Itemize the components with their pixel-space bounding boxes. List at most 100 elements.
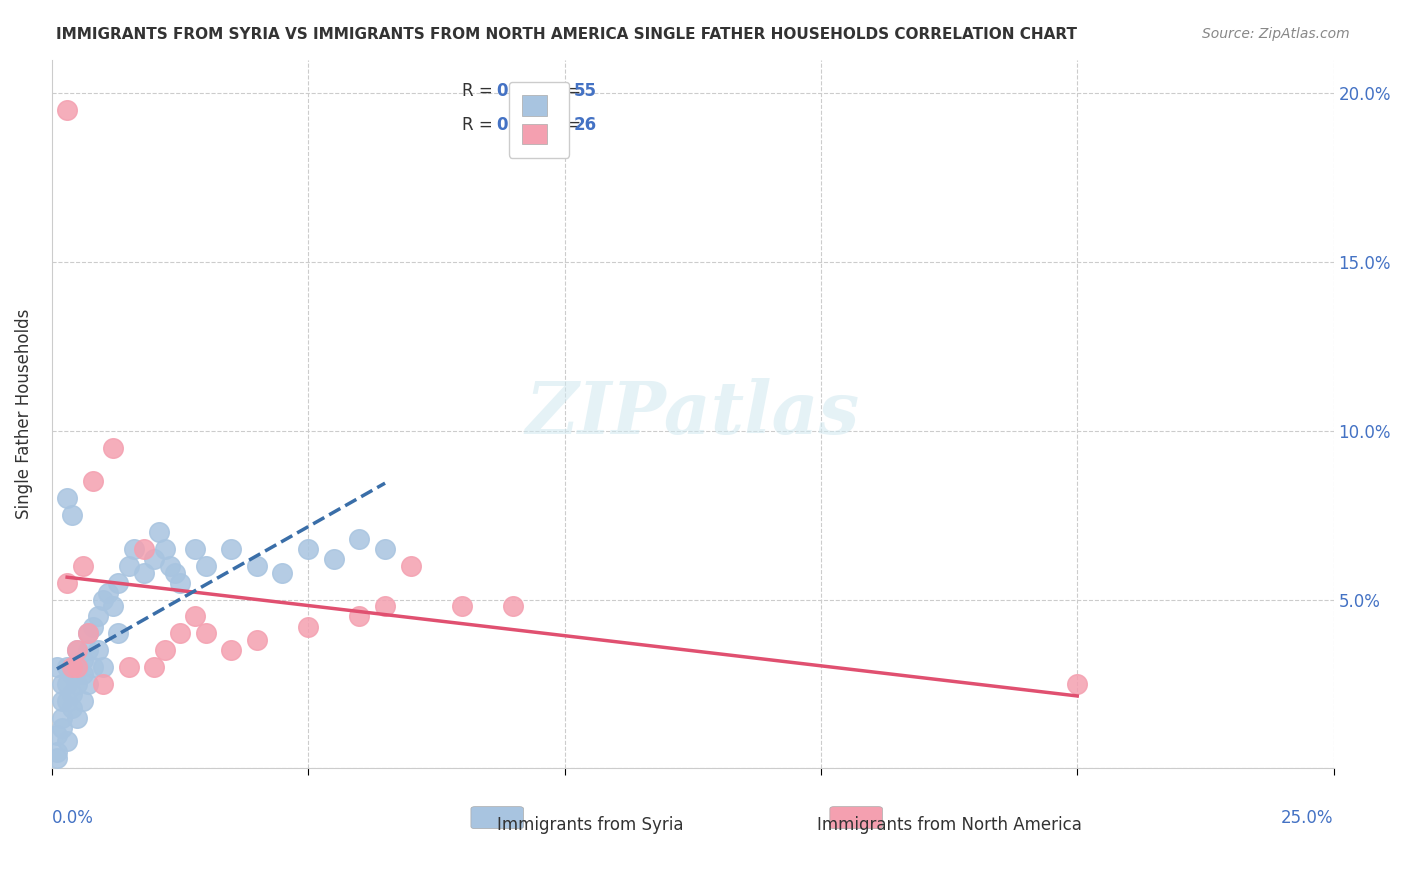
Text: IMMIGRANTS FROM SYRIA VS IMMIGRANTS FROM NORTH AMERICA SINGLE FATHER HOUSEHOLDS : IMMIGRANTS FROM SYRIA VS IMMIGRANTS FROM… bbox=[56, 27, 1077, 42]
Point bbox=[132, 566, 155, 580]
Point bbox=[66, 643, 89, 657]
Point bbox=[118, 558, 141, 573]
Text: Immigrants from North America: Immigrants from North America bbox=[817, 816, 1081, 834]
Text: ZIPatlas: ZIPatlas bbox=[526, 378, 859, 450]
Point bbox=[72, 558, 94, 573]
Point bbox=[107, 575, 129, 590]
Text: N =: N = bbox=[538, 82, 586, 101]
Text: 0.294: 0.294 bbox=[496, 82, 550, 101]
Point bbox=[87, 643, 110, 657]
Point bbox=[60, 660, 83, 674]
Point bbox=[66, 643, 89, 657]
Text: 55: 55 bbox=[574, 82, 596, 101]
Point bbox=[60, 687, 83, 701]
Point bbox=[122, 541, 145, 556]
Point bbox=[56, 734, 79, 748]
Point bbox=[502, 599, 524, 614]
Point bbox=[246, 633, 269, 648]
Text: 0.353: 0.353 bbox=[496, 116, 550, 134]
Point bbox=[45, 751, 67, 765]
Point bbox=[159, 558, 181, 573]
Text: R =: R = bbox=[463, 82, 498, 101]
Point bbox=[45, 660, 67, 674]
Point bbox=[76, 626, 98, 640]
Point bbox=[66, 660, 89, 674]
Point bbox=[349, 609, 371, 624]
Point bbox=[60, 700, 83, 714]
Point bbox=[72, 694, 94, 708]
Point bbox=[76, 643, 98, 657]
Point bbox=[132, 541, 155, 556]
Point bbox=[51, 694, 73, 708]
Point bbox=[56, 491, 79, 506]
Point bbox=[51, 711, 73, 725]
Point bbox=[184, 609, 207, 624]
Point bbox=[143, 552, 166, 566]
Point bbox=[322, 552, 344, 566]
Text: Source: ZipAtlas.com: Source: ZipAtlas.com bbox=[1202, 27, 1350, 41]
Point bbox=[45, 728, 67, 742]
Point bbox=[1066, 677, 1088, 691]
Point bbox=[103, 441, 125, 455]
Point bbox=[297, 541, 319, 556]
Point bbox=[153, 541, 176, 556]
Point bbox=[56, 694, 79, 708]
Point bbox=[451, 599, 474, 614]
Point bbox=[72, 653, 94, 667]
Point bbox=[56, 660, 79, 674]
Point bbox=[76, 677, 98, 691]
Point bbox=[169, 626, 191, 640]
Point bbox=[66, 677, 89, 691]
Point bbox=[45, 744, 67, 758]
Text: 26: 26 bbox=[574, 116, 596, 134]
Point bbox=[107, 626, 129, 640]
Point bbox=[153, 643, 176, 657]
Point bbox=[184, 541, 207, 556]
Point bbox=[103, 599, 125, 614]
Point bbox=[374, 599, 396, 614]
Point bbox=[297, 619, 319, 633]
Point bbox=[60, 508, 83, 523]
Point bbox=[66, 711, 89, 725]
Text: 0.0%: 0.0% bbox=[52, 809, 94, 827]
Point bbox=[82, 619, 104, 633]
Text: R =: R = bbox=[463, 116, 498, 134]
Point bbox=[60, 666, 83, 681]
Legend: , : , bbox=[509, 82, 569, 158]
Point bbox=[51, 721, 73, 735]
Point bbox=[66, 660, 89, 674]
Point bbox=[76, 626, 98, 640]
Point bbox=[374, 541, 396, 556]
Point bbox=[349, 532, 371, 546]
Point bbox=[56, 677, 79, 691]
Point bbox=[194, 626, 217, 640]
Point bbox=[163, 566, 186, 580]
Point bbox=[399, 558, 422, 573]
Point bbox=[82, 475, 104, 489]
Point bbox=[56, 103, 79, 118]
Text: Immigrants from Syria: Immigrants from Syria bbox=[496, 816, 683, 834]
Point bbox=[56, 575, 79, 590]
Point bbox=[51, 677, 73, 691]
Point bbox=[271, 566, 294, 580]
Text: 25.0%: 25.0% bbox=[1281, 809, 1334, 827]
Point bbox=[87, 609, 110, 624]
Point bbox=[219, 541, 242, 556]
Point bbox=[82, 660, 104, 674]
Text: N =: N = bbox=[538, 116, 586, 134]
Point bbox=[91, 592, 114, 607]
Point bbox=[246, 558, 269, 573]
Point bbox=[219, 643, 242, 657]
Point bbox=[194, 558, 217, 573]
Point bbox=[91, 677, 114, 691]
Point bbox=[148, 525, 170, 540]
Point bbox=[118, 660, 141, 674]
Point bbox=[91, 660, 114, 674]
Y-axis label: Single Father Households: Single Father Households bbox=[15, 309, 32, 519]
Point bbox=[97, 586, 120, 600]
Point bbox=[143, 660, 166, 674]
Point bbox=[169, 575, 191, 590]
FancyBboxPatch shape bbox=[471, 806, 523, 829]
Point bbox=[72, 666, 94, 681]
FancyBboxPatch shape bbox=[830, 806, 883, 829]
